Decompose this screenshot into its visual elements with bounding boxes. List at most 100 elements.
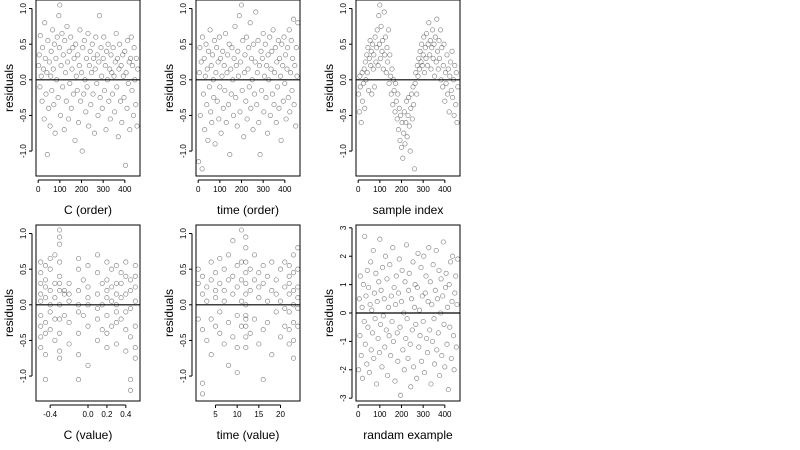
- y-tick-label: 0.0: [179, 74, 188, 86]
- residual-point: [411, 166, 418, 172]
- residual-point: [394, 330, 400, 336]
- residual-point: [81, 91, 87, 97]
- residual-point: [86, 63, 92, 69]
- residual-point: [448, 355, 454, 361]
- residual-point: [452, 290, 458, 296]
- residual-point: [371, 290, 377, 296]
- residual-point: [38, 298, 44, 304]
- residual-point: [286, 273, 292, 279]
- residual-point: [295, 20, 301, 26]
- y-tick-label: 2: [339, 253, 348, 258]
- residual-point: [109, 91, 116, 97]
- y-tick-label: -1.0: [179, 144, 188, 158]
- residual-point: [233, 95, 239, 101]
- residual-point: [444, 52, 450, 58]
- residual-point: [278, 137, 284, 143]
- residual-point: [271, 102, 277, 108]
- residual-point: [75, 266, 82, 272]
- residual-point: [218, 130, 224, 136]
- residual-point: [295, 284, 301, 290]
- y-tick-label: 1.0: [339, 2, 348, 14]
- residual-point: [47, 288, 53, 294]
- residual-point: [275, 38, 281, 44]
- residual-point: [437, 27, 444, 33]
- x-axis-label: time (order): [217, 203, 279, 217]
- residual-point: [57, 234, 63, 240]
- residual-point: [90, 91, 96, 97]
- residual-point: [206, 48, 212, 54]
- residual-point: [251, 316, 258, 322]
- residual-point: [387, 52, 393, 58]
- residual-point: [58, 63, 64, 69]
- x-axis-label: randam example: [363, 428, 453, 442]
- residual-point: [258, 48, 264, 54]
- residual-point: [91, 55, 97, 61]
- residual-point: [410, 259, 416, 265]
- residual-point: [451, 367, 457, 373]
- residual-panel: 0 100 200 300 400 -1.0 -0.5 0.0 0.5 1.0 time (orde…: [162, 0, 301, 217]
- residual-point: [104, 312, 110, 319]
- residual-point: [65, 116, 72, 122]
- residual-point: [199, 327, 206, 333]
- residual-point: [75, 330, 82, 336]
- residual-point: [63, 98, 69, 104]
- residual-point: [257, 152, 263, 158]
- residual-point: [440, 84, 446, 90]
- residual-point: [104, 288, 110, 294]
- residual-point: [228, 91, 234, 97]
- residual-point: [94, 270, 101, 276]
- residual-point: [49, 27, 56, 33]
- residual-point: [408, 91, 415, 97]
- residual-point: [273, 277, 279, 283]
- residual-point: [243, 345, 249, 351]
- residual-point: [398, 299, 405, 305]
- residual-point: [273, 291, 279, 297]
- residual-point: [406, 287, 412, 293]
- residual-point: [199, 391, 206, 397]
- residual-point: [46, 105, 52, 111]
- x-tick-label: 200: [235, 185, 249, 194]
- residual-point: [42, 330, 49, 336]
- residual-point: [225, 277, 232, 283]
- residual-point: [370, 247, 376, 254]
- residual-point: [382, 34, 389, 40]
- residual-panel: 0 100 200 300 400 -1.0 -0.5 0.0 0.5 1.0 C (order) r…: [2, 0, 141, 217]
- residual-point: [295, 266, 301, 272]
- residual-point: [243, 323, 249, 329]
- residual-point: [250, 127, 256, 133]
- residual-point: [378, 23, 384, 29]
- residual-point: [198, 59, 204, 65]
- x-tick-label: 400: [118, 185, 132, 194]
- residual-point: [380, 38, 386, 44]
- residual-point: [215, 59, 221, 65]
- residual-point: [452, 63, 458, 69]
- residual-point: [406, 95, 412, 101]
- residual-point: [82, 77, 88, 83]
- residual-point: [47, 309, 53, 315]
- residual-point: [414, 63, 420, 69]
- residual-point: [89, 41, 95, 47]
- residual-point: [358, 353, 364, 359]
- residual-point: [65, 59, 71, 65]
- residual-point: [127, 288, 134, 294]
- residual-point: [75, 377, 82, 383]
- residual-point: [243, 316, 249, 322]
- residual-point: [233, 63, 239, 69]
- residual-point: [196, 70, 202, 76]
- residual-point: [48, 48, 54, 54]
- residual-point: [40, 66, 46, 72]
- residual-point: [39, 98, 45, 104]
- residual-point: [207, 27, 213, 33]
- residual-point: [217, 309, 223, 315]
- residual-point: [434, 347, 440, 353]
- residual-point: [229, 45, 235, 51]
- residual-point: [443, 270, 449, 276]
- residual-point: [113, 291, 119, 297]
- residual-point: [411, 102, 417, 108]
- residual-point: [222, 87, 228, 94]
- residual-point: [266, 77, 272, 83]
- residual-point: [365, 324, 371, 330]
- residual-point: [287, 109, 293, 115]
- residual-point: [109, 266, 115, 272]
- residual-point: [123, 291, 129, 297]
